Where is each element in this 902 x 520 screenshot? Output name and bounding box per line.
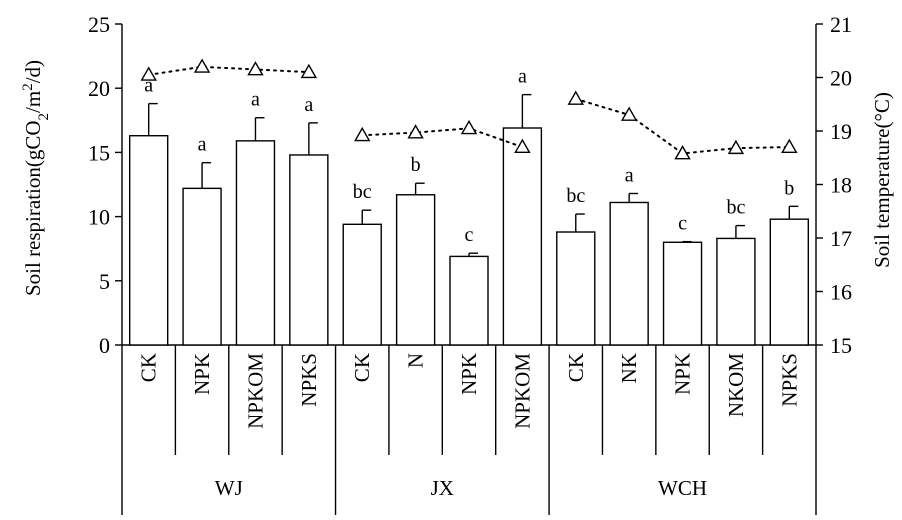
category-label: NPK [671,353,695,395]
category-label: NPK [190,353,214,395]
temperature-marker [620,106,638,121]
significance-label: a [304,94,313,116]
group-label: JX [431,476,454,500]
significance-label: bc [353,181,372,203]
bar [609,201,649,346]
temperature-marker [247,61,264,76]
y-tick-label: 0 [99,333,110,358]
y-axis-title: Soil respiration(gCO2/m2/d) [20,60,52,296]
significance-label: a [625,164,634,186]
y2-tick-label: 15 [830,333,852,358]
significance-label: a [198,134,207,156]
bar [769,218,810,346]
bar [662,241,703,346]
chart-axes: 0 5 10 15 20 25 15 16 17 18 19 20 21 [88,12,852,515]
y-tick-label: 10 [88,205,110,230]
category-label: NPKOM [243,353,267,429]
group-label: WJ [215,476,243,500]
significance-label: b [411,154,421,176]
bar [716,237,756,346]
temperature-marker [193,58,211,73]
temperature-marker [674,145,691,160]
category-label: NK [617,353,641,383]
temperature-marker [300,63,318,79]
bar [449,255,489,346]
temperature-marker [727,139,745,155]
bar [128,135,169,346]
y2-tick-label: 18 [830,173,852,198]
significance-label: bc [726,197,745,219]
significance-label: a [518,66,527,88]
category-label: NPKS [777,353,801,407]
significance-label: a [251,89,260,111]
category-label: CK [564,353,588,382]
category-label: NKOM [724,353,748,417]
y2-tick-label: 20 [830,66,852,91]
category-label: NPK [457,353,481,395]
y2-tick-label: 16 [830,280,852,305]
temperature-marker [407,124,424,139]
y2-axis-title: Soil temperature(°C) [870,92,894,268]
bar [556,231,596,346]
temperature-line-layer [140,58,798,160]
bar [395,194,436,346]
group-label: WCH [658,476,707,500]
significance-label: b [784,177,794,199]
temperature-marker [514,138,531,154]
y2-tick-label: 19 [830,119,852,144]
y-tick-label: 25 [88,12,110,37]
bar [289,154,329,346]
category-axis-labels: CK NPK NPKOM NPKS CK N NPK NPKOM CK NK NPK NKOM NPKS… [137,353,802,500]
category-label: CK [350,353,374,382]
bars-layer [128,127,810,346]
y2-tick-label: 21 [830,12,852,37]
bar [342,223,382,346]
y-tick-label: 5 [99,269,110,294]
category-label: CK [137,353,161,382]
category-label: N [404,353,428,368]
y2-tick-label: 17 [830,226,852,251]
y-tick-label: 15 [88,140,110,165]
significance-label: c [678,213,687,235]
temperature-marker [567,90,584,105]
temperature-marker [460,119,478,135]
error-bars-layer [147,93,799,257]
bar [502,127,543,346]
temperature-marker [781,138,798,154]
y-tick-label: 20 [88,76,110,101]
category-label: NPKOM [510,353,534,429]
temperature-marker [140,66,157,81]
temperature-line [361,127,524,149]
significance-label: a [144,75,153,97]
significance-label: c [465,224,474,246]
bar [182,187,222,346]
category-label: NPKS [297,353,321,407]
bar [235,140,276,346]
temperature-marker [354,126,371,142]
significance-label: bc [566,185,585,207]
temperature-line [147,65,310,76]
